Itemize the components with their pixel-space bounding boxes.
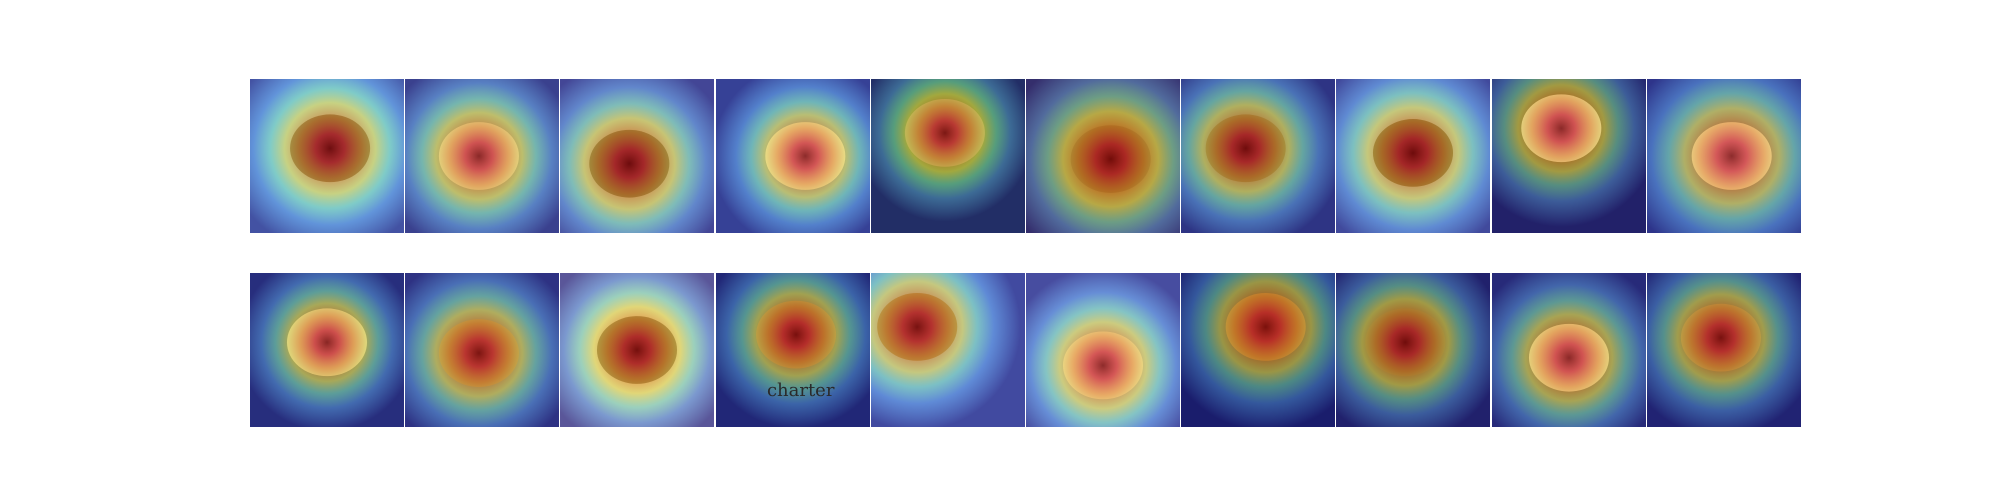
heatmap-tile-bird: [405, 79, 560, 233]
photo-text: charter: [767, 380, 835, 401]
heatmap-image: [405, 79, 560, 233]
heatmap-image: [870, 79, 1025, 233]
heatmap-image: [560, 79, 715, 233]
heatmap-image: [1646, 273, 1801, 427]
heatmap-tile-dog: [1491, 273, 1646, 427]
heatmap-image: [715, 79, 870, 233]
heatmap-image: [560, 273, 715, 427]
heatmap-image: [1181, 273, 1336, 427]
heatmap-image: [250, 79, 404, 233]
heatmap-tile-bird-on-branch: [560, 79, 715, 233]
heatmap-row-2: charter: [250, 273, 1802, 427]
heatmap-image: [1336, 273, 1491, 427]
heatmap-tile-bird: [250, 273, 404, 427]
heatmap-grid: charter: [250, 79, 1802, 427]
heatmap-tile-foliage: [870, 79, 1025, 233]
heatmap-image: [1491, 79, 1646, 233]
heatmap-tile-cat: [1646, 273, 1801, 427]
heatmap-image: [870, 273, 1025, 427]
heatmap-tile-bird: [870, 273, 1025, 427]
heatmap-image: [1336, 79, 1491, 233]
heatmap-tile-deer: [1181, 79, 1336, 233]
heatmap-image: [405, 273, 560, 427]
heatmap-image: [1491, 273, 1646, 427]
heatmap-image: [1026, 273, 1180, 427]
heatmap-image: [250, 273, 404, 427]
heatmap-tile-bird: [405, 273, 560, 427]
heatmap-tile-car: [1491, 79, 1646, 233]
heatmap-tile-airplane: [250, 79, 404, 233]
heatmap-tile-ship: [1026, 273, 1180, 427]
heatmap-image: [1181, 79, 1336, 233]
heatmap-tile-car: [1646, 79, 1801, 233]
heatmap-tile-ship: [715, 79, 870, 233]
heatmap-image: [1646, 79, 1801, 233]
heatmap-tile-dog: [1181, 273, 1336, 427]
heatmap-tile-horse: [1026, 79, 1180, 233]
heatmap-tile-horse: [1336, 79, 1491, 233]
heatmap-tile-bird: [1336, 273, 1491, 427]
heatmap-image: charter: [715, 273, 870, 427]
heatmap-row-1: [250, 79, 1802, 233]
heatmap-tile-truck: charter: [715, 273, 870, 427]
heatmap-tile-horse: [560, 273, 715, 427]
heatmap-image: [1026, 79, 1180, 233]
